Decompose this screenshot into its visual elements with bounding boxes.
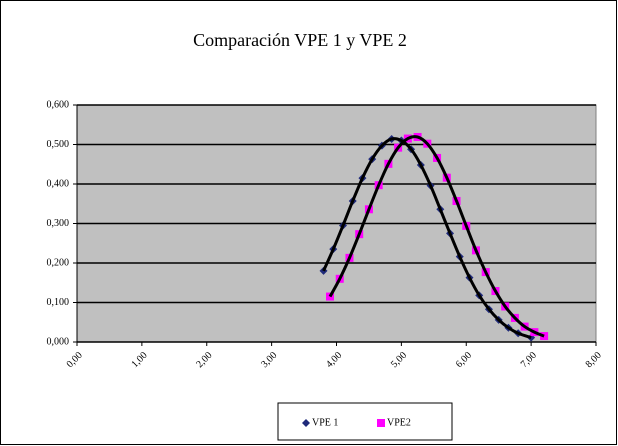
legend-label: VPE 1 xyxy=(312,417,338,428)
series-line xyxy=(328,135,545,338)
legend-label: VPE2 xyxy=(387,417,411,428)
legend-marker xyxy=(377,419,385,427)
y-tick-label: 0,100 xyxy=(47,297,70,308)
legend-marker xyxy=(302,419,310,427)
y-tick-label: 0,400 xyxy=(47,178,70,189)
series-line xyxy=(322,137,532,340)
y-tick-label: 0,600 xyxy=(47,99,70,110)
chart-title: Comparación VPE 1 y VPE 2 xyxy=(193,30,407,50)
y-tick-label: 0,000 xyxy=(47,336,70,347)
y-tick-label: 0,300 xyxy=(47,218,70,229)
y-tick-label: 0,200 xyxy=(47,257,70,268)
y-tick-label: 0,500 xyxy=(47,139,70,150)
